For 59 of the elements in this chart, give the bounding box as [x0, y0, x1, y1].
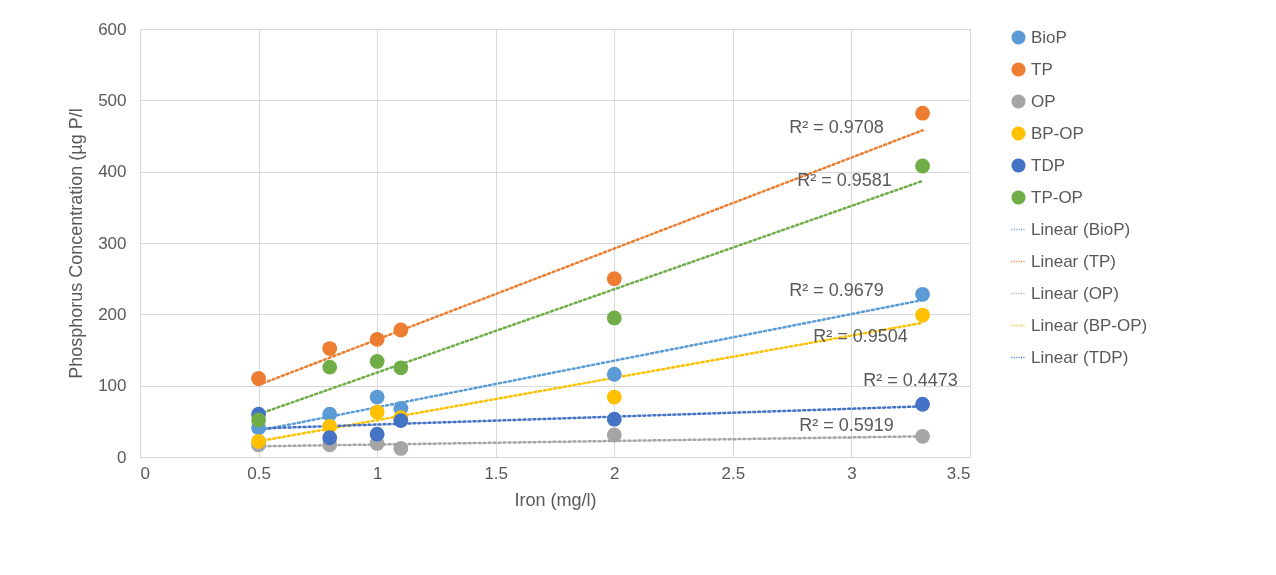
point [369, 404, 385, 420]
point [251, 412, 266, 428]
x-axis-title: Iron (mg/l) [514, 489, 597, 510]
point [251, 371, 266, 386]
y-axis-title: Phosphorus Concentration (µg P/l [66, 108, 87, 379]
point [606, 427, 622, 443]
point [606, 411, 622, 427]
x-tick-label: 2.5 [721, 463, 746, 483]
x-tick-label: 3 [847, 463, 857, 483]
y-tick-label: 500 [98, 90, 127, 110]
legend-label: BioP [1031, 27, 1067, 47]
point [915, 428, 930, 444]
annotation: R² = 0.9581 [797, 169, 892, 190]
legend-label: TDP [1031, 155, 1065, 175]
point [322, 359, 338, 375]
point [915, 105, 930, 121]
point [915, 158, 930, 174]
annotation: R² = 0.5919 [799, 415, 894, 436]
point [393, 360, 409, 376]
point [369, 331, 385, 347]
annotation: R² = 0.9679 [789, 280, 884, 301]
y-tick-label: 300 [98, 233, 127, 253]
legend-label: Linear (OP) [1031, 283, 1119, 303]
legend-label: TP-OP [1031, 187, 1083, 207]
x-tick-label: 1.5 [484, 463, 509, 483]
y-tick-label: 0 [117, 447, 127, 467]
x-tick-label: 0 [140, 463, 150, 483]
point [606, 366, 622, 382]
point [393, 322, 409, 338]
legend-label: Linear (TP) [1031, 251, 1117, 271]
point [606, 389, 622, 405]
x-tick-label: 0.5 [247, 463, 271, 483]
point [369, 389, 385, 405]
y-tick-label: 600 [98, 19, 127, 39]
legend-label: BP-OP [1031, 123, 1084, 143]
x-tick-label: 2 [610, 463, 620, 483]
point [369, 426, 385, 442]
point [393, 441, 409, 456]
legend-label: OP [1031, 91, 1056, 111]
y-tick-label: 400 [98, 162, 127, 182]
point [251, 433, 266, 449]
point [606, 310, 622, 326]
point [606, 271, 622, 287]
legend-label: Linear (TDP) [1031, 347, 1129, 367]
y-tick-label: 200 [98, 304, 127, 324]
point [369, 354, 385, 369]
point [915, 396, 930, 412]
annotation: R² = 0.4473 [863, 370, 958, 391]
y-tick-label: 100 [98, 376, 127, 396]
legend-label: Linear (BP-OP) [1031, 315, 1148, 335]
legend-label: TP [1031, 59, 1053, 79]
point [915, 286, 930, 302]
legend-label: Linear (BioP) [1031, 219, 1131, 239]
x-tick-label: 1 [372, 463, 383, 483]
point [322, 430, 338, 446]
annotation: R² = 0.9708 [789, 117, 884, 138]
point [915, 307, 930, 323]
point [322, 341, 338, 356]
x-tick-label: 3.5 [946, 463, 971, 483]
